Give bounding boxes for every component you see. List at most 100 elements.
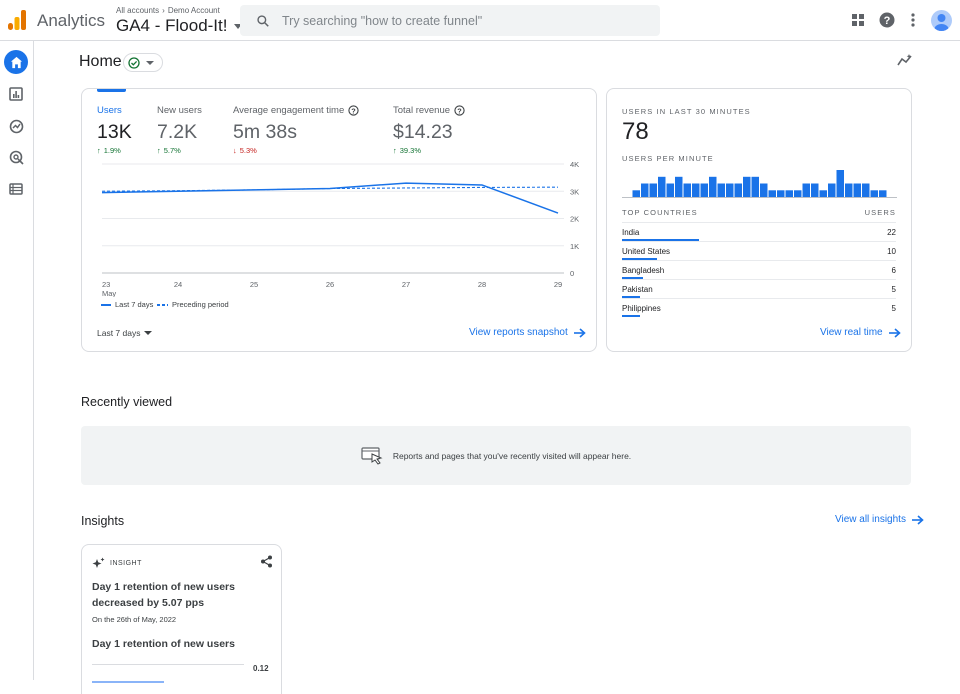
help-outline-icon[interactable]: ? (348, 105, 359, 116)
minute-bar (700, 183, 708, 197)
x-tick-label: 29 (554, 280, 562, 289)
link-label: View real time (820, 327, 883, 338)
metric-label: New users (157, 105, 202, 116)
country-row: Philippines 5 (622, 298, 896, 317)
view-all-insights-link[interactable]: View all insights (835, 514, 924, 525)
users-column-label: USERS (864, 208, 896, 217)
minute-bar (845, 183, 853, 197)
nav-reports[interactable] (7, 85, 25, 103)
explore-icon (9, 119, 23, 133)
insight-axis-line (92, 664, 244, 665)
metric-change: ↑ 5.7% (157, 146, 202, 155)
caret-down-icon (146, 60, 154, 65)
minute-bar (692, 183, 700, 197)
country-row: Bangladesh 6 (622, 260, 896, 279)
users-per-minute-chart (622, 170, 897, 198)
arrow-forward-icon (573, 327, 586, 338)
status-chip[interactable] (123, 53, 163, 72)
metric-change-value: 5.3% (239, 146, 257, 155)
y-tick-label: 3K (570, 187, 579, 196)
metric-change: ↓ 5.3% (233, 146, 359, 155)
advertising-icon (9, 150, 24, 165)
insight-subtitle: Day 1 retention of new users (92, 638, 235, 650)
metric-value: 13K (97, 121, 132, 143)
recently-viewed-empty-state: Reports and pages that you've recently v… (81, 426, 911, 485)
country-name: United States (622, 247, 671, 256)
insight-bar (92, 681, 164, 683)
breadcrumb[interactable]: All accounts › Demo Account (116, 6, 220, 15)
nav-advertising[interactable] (7, 148, 25, 166)
apps-grid-icon[interactable] (849, 11, 867, 29)
link-label: View reports snapshot (469, 327, 568, 338)
pointer-window-icon (361, 446, 383, 465)
insights-heading: Insights (81, 514, 125, 528)
metric-label: Total revenue (393, 105, 451, 116)
help-icon[interactable]: ? (878, 11, 896, 29)
country-share-bar (622, 315, 640, 317)
property-selector[interactable]: GA4 - Flood-It! (116, 16, 243, 36)
minute-bar (641, 183, 649, 197)
search-input[interactable] (282, 13, 622, 28)
minute-bar (734, 183, 742, 197)
country-users: 5 (891, 304, 896, 313)
link-label: View all insights (835, 514, 906, 525)
top-app-bar: Analytics All accounts › Demo Account GA4 … (0, 0, 960, 41)
breadcrumb-all-accounts[interactable]: All accounts (116, 6, 160, 15)
metric-engagement-time[interactable]: Average engagement time ? 5m 38s ↓ 5.3% (233, 105, 359, 155)
legend-dashed-line-icon (157, 303, 168, 306)
share-icon[interactable] (260, 555, 273, 568)
minute-bar (649, 183, 657, 197)
page-title: Home (79, 53, 122, 70)
metric-change-value: 5.7% (163, 146, 181, 155)
metric-label: Average engagement time (233, 105, 345, 116)
more-vert-icon[interactable] (904, 11, 922, 29)
arrow-forward-icon (911, 514, 924, 525)
metric-change: ↑ 1.9% (97, 146, 132, 155)
metric-change-value: 1.9% (103, 146, 121, 155)
y-tick-label: 0 (570, 269, 574, 278)
bar-chart-icon (9, 87, 23, 101)
minute-bar (632, 190, 640, 198)
overview-card: Users 13K ↑ 1.9% New users 7.2K ↑ 5.7% Ave… (81, 88, 597, 352)
metric-users[interactable]: Users 13K ↑ 1.9% (97, 105, 132, 155)
help-outline-icon[interactable]: ? (454, 105, 465, 116)
property-name: GA4 - Flood-It! (116, 16, 228, 35)
minute-bar (683, 183, 691, 197)
country-name: Philippines (622, 304, 661, 313)
recently-viewed-heading: Recently viewed (81, 395, 173, 409)
minute-bar (709, 176, 717, 198)
nav-configure[interactable] (7, 180, 25, 198)
metric-value: 7.2K (157, 121, 198, 143)
insight-card[interactable]: INSIGHT Day 1 retention of new users dec… (81, 544, 282, 694)
view-reports-snapshot-link[interactable]: View reports snapshot (469, 327, 586, 338)
empty-state-text: Reports and pages that you've recently v… (392, 450, 632, 461)
metric-label: Users (97, 105, 122, 116)
search-bar[interactable] (240, 5, 660, 36)
realtime-users-value: 78 (622, 118, 649, 145)
top-countries-label: TOP COUNTRIES (622, 208, 698, 217)
breadcrumb-account[interactable]: Demo Account (167, 6, 220, 15)
main-content: Home Users 13K ↑ 1.9% New users 7.2K ↑ 5.7… (35, 41, 960, 694)
caret-down-icon (234, 23, 243, 29)
legend-label: Last 7 days (115, 300, 154, 309)
app-name: Analytics (37, 11, 106, 30)
insights-sparkline-icon[interactable] (897, 53, 913, 67)
insight-tag-label: INSIGHT (110, 560, 142, 567)
nav-home[interactable] (4, 50, 28, 74)
x-tick-label: 28 (478, 280, 486, 289)
metric-total-revenue[interactable]: Total revenue ? $14.23 ↑ 39.3% (393, 105, 465, 155)
analytics-logo-icon[interactable] (8, 10, 26, 30)
date-range-selector[interactable]: Last 7 days (97, 328, 153, 338)
date-range-label: Last 7 days (97, 328, 141, 338)
y-tick-label: 2K (570, 215, 579, 224)
country-users: 10 (887, 247, 896, 256)
country-name: India (622, 228, 640, 237)
legend-label: Preceding period (172, 300, 229, 309)
x-tick-sublabel: May (102, 289, 116, 297)
view-real-time-link[interactable]: View real time (820, 327, 901, 338)
nav-explore[interactable] (7, 117, 25, 135)
avatar[interactable] (931, 10, 952, 31)
minute-bar (717, 183, 725, 197)
country-users: 6 (891, 266, 896, 275)
metric-new-users[interactable]: New users 7.2K ↑ 5.7% (157, 105, 202, 155)
